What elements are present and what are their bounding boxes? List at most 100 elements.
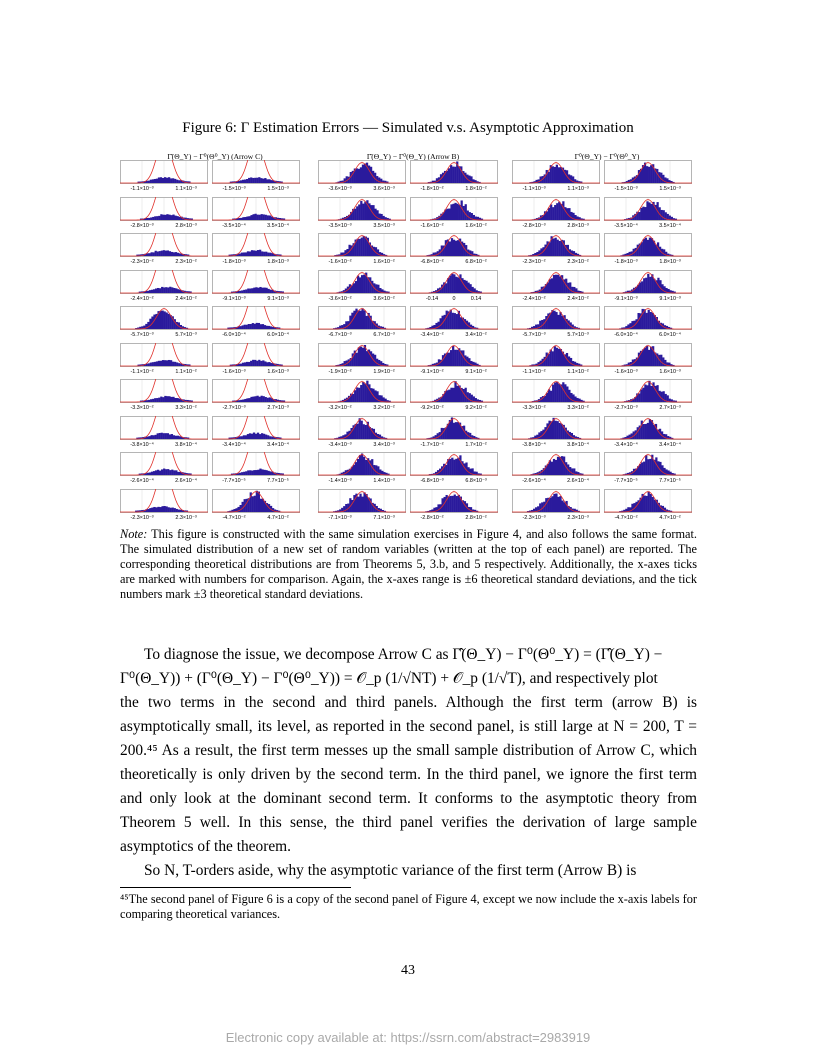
histogram-bar: [337, 181, 340, 183]
histogram-bar: [565, 318, 568, 329]
tick-label: 5.7×10⁻³: [175, 332, 197, 338]
histogram-bar: [428, 254, 431, 256]
histogram-bar: [181, 326, 185, 329]
histogram-bar: [431, 325, 434, 329]
histogram-bar: [445, 170, 449, 183]
histogram-bar: [455, 495, 458, 512]
tick-label: 1.5×10⁻³: [659, 186, 681, 192]
histogram-bar: [168, 251, 172, 256]
histogram-bar: [176, 361, 179, 366]
histogram-bar: [149, 179, 152, 183]
histogram-bar: [174, 361, 177, 366]
histogram-bar: [181, 289, 184, 293]
tick-label: 9.1×10⁻³: [659, 295, 681, 302]
histogram-bar: [366, 237, 369, 256]
histogram-bar: [645, 312, 648, 329]
histogram-bar: [438, 215, 441, 220]
histogram-bar: [661, 465, 664, 475]
histogram-bar: [341, 180, 344, 183]
histogram-bar: [570, 392, 573, 402]
histogram-bar: [267, 434, 270, 439]
histogram-cell: -1.4×10⁻³ 1.4×10⁻³: [318, 452, 406, 488]
tick-label: -3.5×10⁻⁴: [222, 222, 246, 229]
histogram-bar: [626, 253, 629, 256]
histogram-cell: -3.2×10⁻² 3.2×10⁻²: [318, 379, 406, 415]
histogram-bar: [436, 251, 439, 256]
histogram-bar: [537, 324, 540, 329]
theory-curve: [318, 344, 406, 366]
tick-label: 2.6×10⁻⁴: [567, 478, 589, 484]
histogram-bar: [165, 312, 168, 329]
histogram-bar: [445, 282, 448, 293]
histogram-bar: [356, 238, 359, 256]
tick-label: -7.7×10⁻⁵: [614, 478, 638, 484]
histogram-bar: [372, 204, 375, 220]
histogram-bar: [361, 347, 365, 366]
histogram-bar: [478, 181, 481, 183]
tick-label: 2.4×10⁻²: [175, 295, 197, 302]
theory-curve: [604, 381, 692, 403]
histogram-bar: [385, 290, 388, 293]
histogram-bar: [573, 326, 576, 329]
histogram-bar: [167, 313, 170, 329]
paragraph-2: So N, T-orders aside, why the asymptotic…: [144, 862, 637, 879]
histogram-bar: [353, 494, 356, 512]
histogram-bar: [641, 165, 645, 183]
histogram-bar: [548, 242, 551, 256]
histogram-bar: [184, 399, 187, 402]
histogram-bar: [164, 250, 167, 256]
histogram-bar: [261, 287, 264, 293]
histogram-bar: [640, 389, 643, 402]
histogram-bar: [547, 497, 550, 512]
histogram-bar: [376, 358, 379, 366]
histogram-bar: [546, 463, 550, 475]
histogram-bar: [374, 247, 378, 256]
histogram-bar: [365, 493, 368, 512]
histogram-bar: [157, 177, 161, 183]
histogram-bar: [379, 326, 382, 329]
histogram-bar: [665, 508, 669, 512]
histogram-bar: [252, 213, 255, 220]
histogram-bar: [477, 254, 480, 256]
histogram-bar: [473, 253, 476, 256]
histogram-bar: [456, 421, 460, 439]
histogram-bar: [474, 216, 478, 220]
tick-label: -7.1×10⁻³: [328, 514, 352, 521]
histogram-bar: [179, 471, 182, 475]
histogram-bar: [546, 422, 549, 439]
histogram-bar: [569, 281, 572, 293]
histogram-bar: [537, 361, 540, 366]
histogram-bar: [252, 359, 255, 366]
histogram-bar: [379, 508, 382, 512]
histogram-bar: [165, 177, 169, 183]
histogram-bar: [263, 325, 267, 329]
histogram-bar: [343, 505, 346, 512]
histogram-bar: [170, 433, 174, 439]
theory-curve: [512, 490, 600, 512]
histogram-bar: [453, 313, 456, 329]
histogram-bar: [271, 253, 274, 256]
theory-curve: [604, 235, 692, 257]
histogram-plot: [318, 379, 406, 403]
tick-label: -2.4×10⁻²: [130, 295, 154, 302]
histogram-bar: [674, 218, 678, 220]
histogram-bar: [657, 320, 661, 329]
histogram-bar: [475, 289, 478, 293]
histogram-bar: [532, 253, 535, 256]
histogram-bar: [364, 236, 367, 256]
tick-label: 1.8×10⁻³: [659, 259, 681, 265]
histogram-plot: [212, 306, 300, 330]
histogram-bar: [543, 356, 546, 366]
histogram-bar: [551, 310, 554, 329]
tick-label: 9.1×10⁻²: [465, 368, 487, 375]
histogram-bar: [280, 400, 284, 402]
histogram-bar: [634, 247, 637, 256]
histogram-bar: [163, 177, 167, 183]
histogram-bar: [378, 213, 381, 220]
histogram-bar: [373, 321, 376, 329]
histogram-bar: [336, 254, 339, 256]
histogram-bar: [653, 459, 656, 475]
histogram-bar: [649, 276, 652, 293]
histogram-bar: [635, 501, 638, 512]
tick-label: 2.8×10⁻²: [465, 514, 487, 521]
